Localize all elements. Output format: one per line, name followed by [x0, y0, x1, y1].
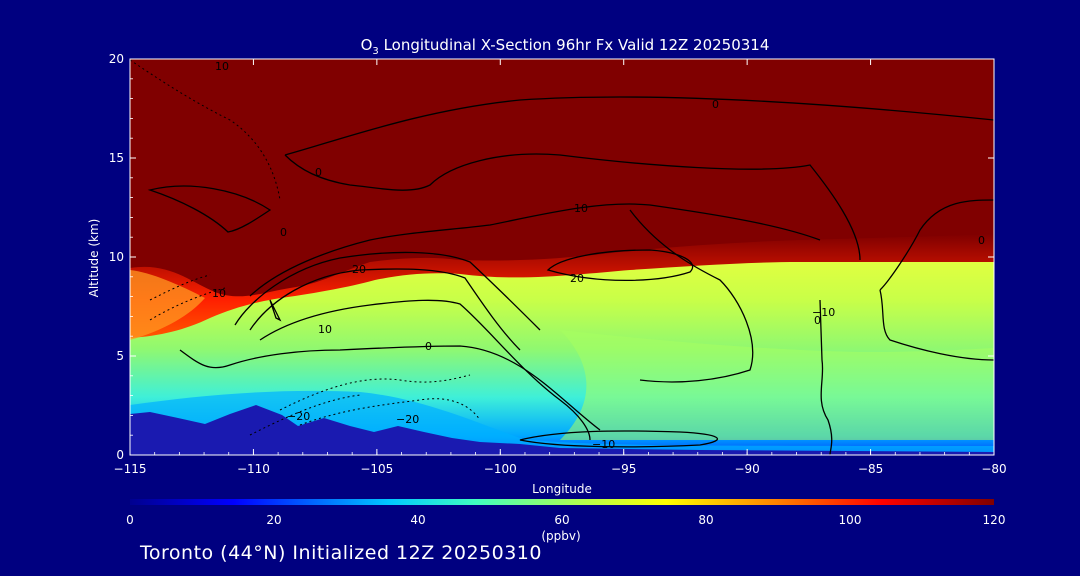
orange-tongue [130, 270, 205, 340]
contour-label: 10 [574, 202, 588, 215]
dashed-contour-6 [249, 394, 361, 436]
contour-tropopause-2 [249, 268, 521, 351]
dashed-contour-4 [279, 374, 471, 411]
contour-label: 0 [315, 166, 322, 179]
contour-label: 10 [215, 60, 229, 73]
dashed-contour-1 [130, 59, 281, 201]
contour-10a [249, 203, 821, 297]
x-tick-label: −80 [981, 462, 1006, 476]
contour-east-3 [879, 289, 994, 361]
y-axis: 0 5 10 15 20 [109, 52, 994, 462]
colorbar-tick-label: 60 [554, 513, 569, 527]
colorbar-tick-label: 40 [410, 513, 425, 527]
colorbar-tick-label: 20 [266, 513, 281, 527]
x-tick-label: −115 [114, 462, 147, 476]
contour-label: 20 [570, 272, 584, 285]
contour-label: 0 [712, 98, 719, 111]
chart-title: O3 Longitudinal X-Section 96hr Fx Valid … [361, 36, 770, 57]
contour-labels: 10 0 0 0 10 20 20 10 10 0 −20 −20 −10 0 … [212, 60, 985, 451]
contour-20 [546, 249, 694, 281]
contour-lines [147, 96, 994, 455]
colorbar-unit: (ppbv) [541, 529, 580, 543]
contour-label: −20 [396, 413, 419, 426]
contour-0 [179, 345, 601, 431]
dashed-contour-2 [149, 274, 211, 301]
colorbar-tick-label: 80 [698, 513, 713, 527]
y-tick-label: 20 [109, 52, 124, 66]
contour-label: 10 [318, 323, 332, 336]
x-tick-label: −90 [734, 462, 759, 476]
contour-label: 20 [352, 263, 366, 276]
y-tick-label: 15 [109, 151, 124, 165]
terrain-mask [130, 405, 994, 455]
contour-label: −10 [592, 438, 615, 451]
colorbar [130, 499, 994, 505]
x-tick-label: −95 [611, 462, 636, 476]
contour-dome [284, 153, 861, 261]
contour-upper-0 [147, 185, 272, 233]
dashed-contours [130, 59, 481, 436]
contour-label: 0 [280, 226, 287, 239]
colorbar-ticks: 0 20 40 60 80 100 120 [126, 513, 1005, 527]
colorbar-tick-label: 120 [983, 513, 1006, 527]
y-tick-label: 0 [116, 448, 124, 462]
contour-mid [629, 209, 754, 383]
contour-east-2 [879, 199, 994, 291]
y-tick-label: 10 [109, 250, 124, 264]
contour-label: 0 [978, 234, 985, 247]
y-tick-label: 5 [116, 349, 124, 363]
contour-lower-ring [519, 430, 719, 448]
contour-upper-ring [284, 96, 994, 156]
x-tick-label: −100 [484, 462, 517, 476]
contour-label: 0 [814, 314, 821, 327]
contour-label: 10 [212, 287, 226, 300]
y-axis-label: Altitude (km) [87, 219, 101, 298]
contour-tropopause-1 [234, 251, 541, 331]
lower-green-region [560, 330, 994, 440]
colorbar-tick-label: 0 [126, 513, 134, 527]
contour-label: 0 [425, 340, 432, 353]
plot-area: 10 0 0 0 10 20 20 10 10 0 −20 −20 −10 0 … [130, 59, 994, 455]
contour-label: −10 [812, 306, 835, 319]
x-axis: −115 −110 −105 −100 −95 −90 −85 −80 [114, 59, 1007, 476]
colorbar-tick-label: 100 [839, 513, 862, 527]
x-tick-label: −105 [360, 462, 393, 476]
contour-label: −20 [287, 410, 310, 423]
contour-10b [259, 299, 591, 441]
x-tick-label: −85 [858, 462, 883, 476]
footer-initialization-text: Toronto (44°N) Initialized 12Z 20250310 [140, 542, 542, 564]
contour-east-1 [819, 299, 833, 455]
contour-west-loop [269, 299, 282, 322]
x-tick-label: −110 [237, 462, 270, 476]
x-axis-label: Longitude [532, 482, 592, 496]
